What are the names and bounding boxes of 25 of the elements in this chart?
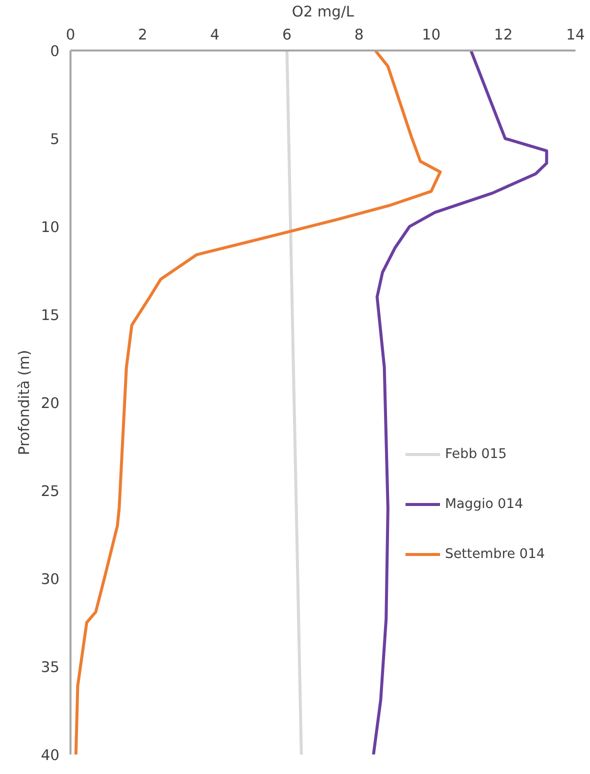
y-tick-label: 15: [40, 307, 60, 324]
y-tick-label: 30: [40, 571, 60, 588]
y-tick-label: 40: [40, 747, 60, 764]
x-tick-label: 6: [282, 26, 292, 44]
y-axis-title: Profondità (m): [16, 350, 33, 456]
x-tick-label: 8: [354, 26, 364, 44]
legend-label: Settembre 014: [445, 546, 545, 562]
x-tick-label: 14: [566, 26, 585, 44]
y-tick-label: 0: [50, 43, 60, 60]
y-tick-label: 5: [50, 131, 60, 148]
x-tick-label: 0: [66, 26, 76, 44]
x-tick-label: 4: [210, 26, 220, 44]
x-axis-title: O2 mg/L: [292, 4, 355, 20]
x-tick-label: 2: [138, 26, 148, 44]
line-series: [372, 50, 548, 754]
line-series: [285, 50, 303, 754]
y-tick-label: 20: [40, 395, 60, 412]
x-tick-label: 12: [494, 26, 513, 44]
line-series: [74, 50, 442, 754]
legend-label: Febb 015: [445, 446, 507, 462]
legend-label: Maggio 014: [445, 496, 524, 512]
y-tick-label: 35: [40, 659, 60, 676]
y-tick-label: 25: [40, 483, 60, 500]
x-tick-label: 10: [422, 26, 441, 44]
y-tick-label: 10: [40, 219, 60, 236]
